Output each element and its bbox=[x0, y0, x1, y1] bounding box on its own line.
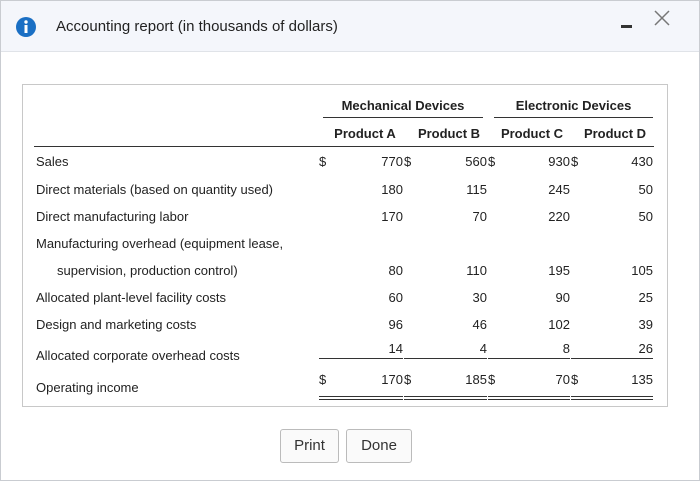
cell-value: 180 bbox=[381, 182, 403, 197]
cell-value: 110 bbox=[466, 263, 487, 278]
group-header: Electronic Devices bbox=[515, 98, 632, 113]
cell-value: 185 bbox=[465, 372, 487, 387]
cell-value: 14 bbox=[388, 341, 403, 356]
cell-value: 245 bbox=[548, 182, 570, 197]
column-header: Product C bbox=[500, 126, 564, 141]
currency-symbol: $ bbox=[571, 154, 579, 169]
dialog-header: Accounting report (in thousands of dolla… bbox=[1, 1, 699, 52]
header-rule bbox=[34, 146, 654, 147]
total-rule bbox=[571, 396, 653, 397]
report-box bbox=[22, 84, 668, 407]
cell-value: 195 bbox=[548, 263, 570, 278]
total-rule bbox=[571, 399, 653, 400]
cell-value: 430 bbox=[631, 154, 653, 169]
total-rule bbox=[319, 399, 403, 400]
subtotal-rule bbox=[404, 358, 487, 359]
row-label: Allocated corporate overhead costs bbox=[36, 348, 240, 363]
column-header: Product A bbox=[334, 126, 396, 141]
total-rule bbox=[404, 399, 487, 400]
cell-value: 25 bbox=[638, 290, 653, 305]
subtotal-rule bbox=[488, 358, 570, 359]
cell-value: 90 bbox=[555, 290, 570, 305]
info-icon bbox=[16, 17, 36, 37]
currency-symbol: $ bbox=[404, 154, 412, 169]
row-label: Manufacturing overhead (equipment lease, bbox=[36, 236, 284, 251]
cell-value: 4 bbox=[479, 341, 487, 356]
cell-value: 135 bbox=[631, 372, 653, 387]
header-underline bbox=[323, 117, 483, 118]
cell-value: 8 bbox=[562, 341, 570, 356]
cell-value: 170 bbox=[381, 209, 403, 224]
total-rule bbox=[488, 399, 570, 400]
cell-value: 96 bbox=[388, 317, 403, 332]
cell-value: 930 bbox=[548, 154, 570, 169]
cell-value: 39 bbox=[638, 317, 653, 332]
header-underline bbox=[494, 117, 653, 118]
cell-value: 105 bbox=[631, 263, 653, 278]
group-header: Mechanical Devices bbox=[341, 98, 465, 113]
subtotal-rule bbox=[319, 358, 403, 359]
cell-value: 50 bbox=[638, 182, 653, 197]
currency-symbol: $ bbox=[404, 372, 412, 387]
cell-value: 70 bbox=[555, 372, 570, 387]
cell-value: 170 bbox=[381, 372, 403, 387]
cell-value: 770 bbox=[381, 154, 403, 169]
column-header: Product B bbox=[417, 126, 481, 141]
currency-symbol: $ bbox=[319, 154, 327, 169]
total-rule bbox=[488, 396, 570, 397]
column-header: Product D bbox=[583, 126, 647, 141]
cell-value: 560 bbox=[465, 154, 487, 169]
cell-value: 30 bbox=[472, 290, 487, 305]
row-label: Direct materials (based on quantity used… bbox=[36, 182, 274, 197]
currency-symbol: $ bbox=[319, 372, 327, 387]
cell-value: 50 bbox=[638, 209, 653, 224]
cell-value: 80 bbox=[388, 263, 403, 278]
button[interactable]: Done bbox=[346, 429, 412, 463]
dialog-title: Accounting report (in thousands of dolla… bbox=[56, 18, 338, 35]
button[interactable]: Print bbox=[280, 429, 339, 463]
total-rule bbox=[404, 396, 487, 397]
cell-value: 46 bbox=[472, 317, 487, 332]
total-rule bbox=[319, 396, 403, 397]
cell-value: 102 bbox=[548, 317, 570, 332]
window-controls[interactable] bbox=[619, 9, 679, 33]
row-label: Operating income bbox=[36, 380, 139, 395]
currency-symbol: $ bbox=[571, 372, 579, 387]
cell-value: 70 bbox=[472, 209, 487, 224]
cell-value: 115 bbox=[466, 182, 487, 197]
row-label: Direct manufacturing labor bbox=[36, 209, 189, 224]
currency-symbol: $ bbox=[488, 372, 496, 387]
currency-symbol: $ bbox=[488, 154, 496, 169]
cell-value: 220 bbox=[548, 209, 570, 224]
cell-value: 60 bbox=[388, 290, 403, 305]
row-label: Design and marketing costs bbox=[36, 317, 197, 332]
row-label: Sales bbox=[36, 154, 69, 169]
cell-value: 26 bbox=[638, 341, 653, 356]
row-label: Allocated plant-level facility costs bbox=[36, 290, 227, 305]
row-label: supervision, production control) bbox=[57, 263, 238, 278]
subtotal-rule bbox=[571, 358, 653, 359]
